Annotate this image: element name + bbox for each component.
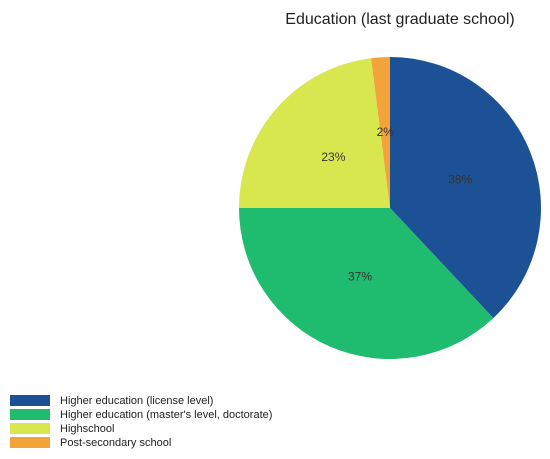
legend-label: Higher education (license level) [60, 395, 213, 407]
legend-swatch [10, 395, 50, 406]
pie-slice [390, 57, 541, 319]
chart-title: Education (last graduate school) [285, 11, 514, 28]
legend-label: Post-secondary school [60, 437, 171, 449]
legend-swatch [10, 423, 50, 434]
legend-swatch [10, 409, 50, 420]
slice-label: 23% [321, 150, 345, 164]
slice-label: 37% [348, 269, 372, 283]
pie-slice [239, 58, 390, 209]
pie-slice [371, 57, 390, 208]
legend-label: Higher education (master's level, doctor… [60, 409, 272, 421]
slice-label: 2% [377, 125, 395, 139]
pie-slice [239, 208, 494, 359]
legend-swatch [10, 437, 50, 448]
slice-label: 38% [448, 172, 472, 186]
legend-label: Highschool [60, 423, 114, 435]
